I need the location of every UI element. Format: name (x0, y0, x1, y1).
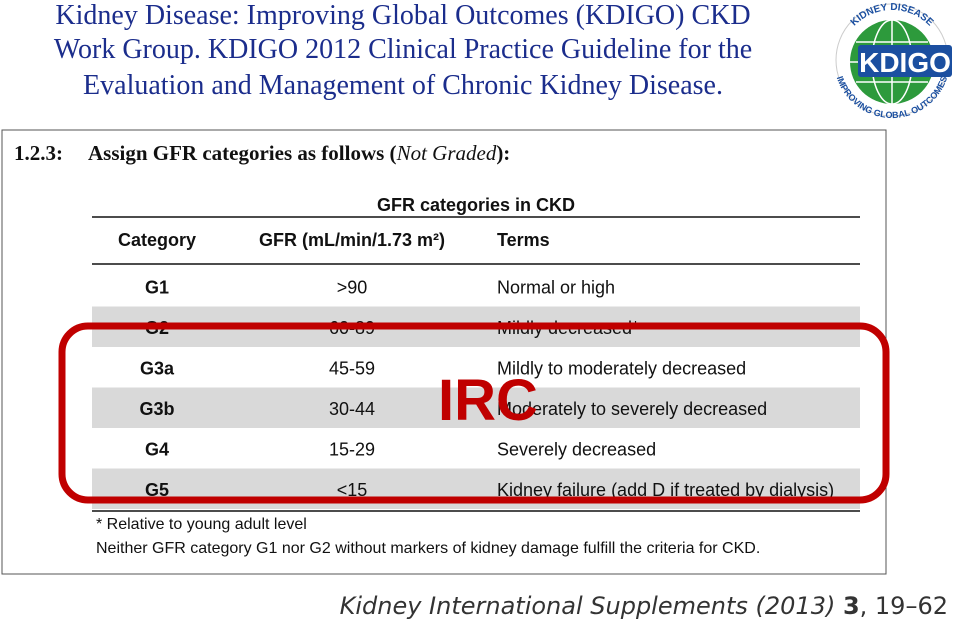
citation-journal: Kidney International Supplements (2013) (340, 592, 843, 620)
row-shade (92, 387, 860, 428)
title-line: Evaluation and Management of Chronic Kid… (83, 70, 723, 101)
heading-end: ): (496, 141, 510, 165)
cell: Severely decreased (497, 439, 656, 459)
cell: 15-29 (329, 439, 375, 459)
logo-name: KDIGO (859, 47, 951, 78)
cell: G3a (140, 358, 175, 378)
heading-emphasis: Not Graded (396, 141, 497, 165)
citation-pages: , 19–62 (860, 592, 948, 620)
heading-number: 1.2.3: (14, 141, 63, 165)
citation: Kidney International Supplements (2013) … (340, 592, 948, 620)
heading-text: Assign GFR categories as follows ( (88, 141, 397, 165)
cell: G3b (139, 399, 174, 419)
logo: KDIGO KIDNEY DISEASE IMPROVING GLOBAL OU… (835, 2, 952, 120)
cell: <15 (337, 480, 368, 500)
cell: Moderately to severely decreased (497, 399, 767, 419)
heading: 1.2.3: Assign GFR categories as follows … (14, 141, 510, 165)
column-header: Terms (497, 230, 550, 250)
cell: 45-59 (329, 358, 375, 378)
footnote: * Relative to young adult level (96, 516, 307, 533)
title-line: Work Group. KDIGO 2012 Clinical Practice… (54, 34, 752, 65)
overlay-label: IRC (438, 368, 538, 433)
cell: Mildly to moderately decreased (497, 358, 746, 378)
cell: 30-44 (329, 399, 375, 419)
highlight-frame (58, 322, 890, 504)
footnote: Neither GFR category G1 nor G2 without m… (96, 540, 760, 557)
column-header: GFR (mL/min/1.73 m²) (259, 230, 445, 250)
title-line: Kidney Disease: Improving Global Outcome… (55, 0, 750, 31)
cell: >90 (337, 277, 368, 297)
cell: Kidney failure (add D if treated by dial… (497, 480, 834, 500)
column-header: Category (118, 230, 196, 250)
cell: G5 (145, 480, 169, 500)
cell: Normal or high (497, 277, 615, 297)
table-title: GFR categories in CKD (377, 195, 575, 215)
cell: G1 (145, 277, 169, 297)
cell: G4 (145, 439, 169, 459)
citation-volume: 3 (843, 592, 860, 620)
